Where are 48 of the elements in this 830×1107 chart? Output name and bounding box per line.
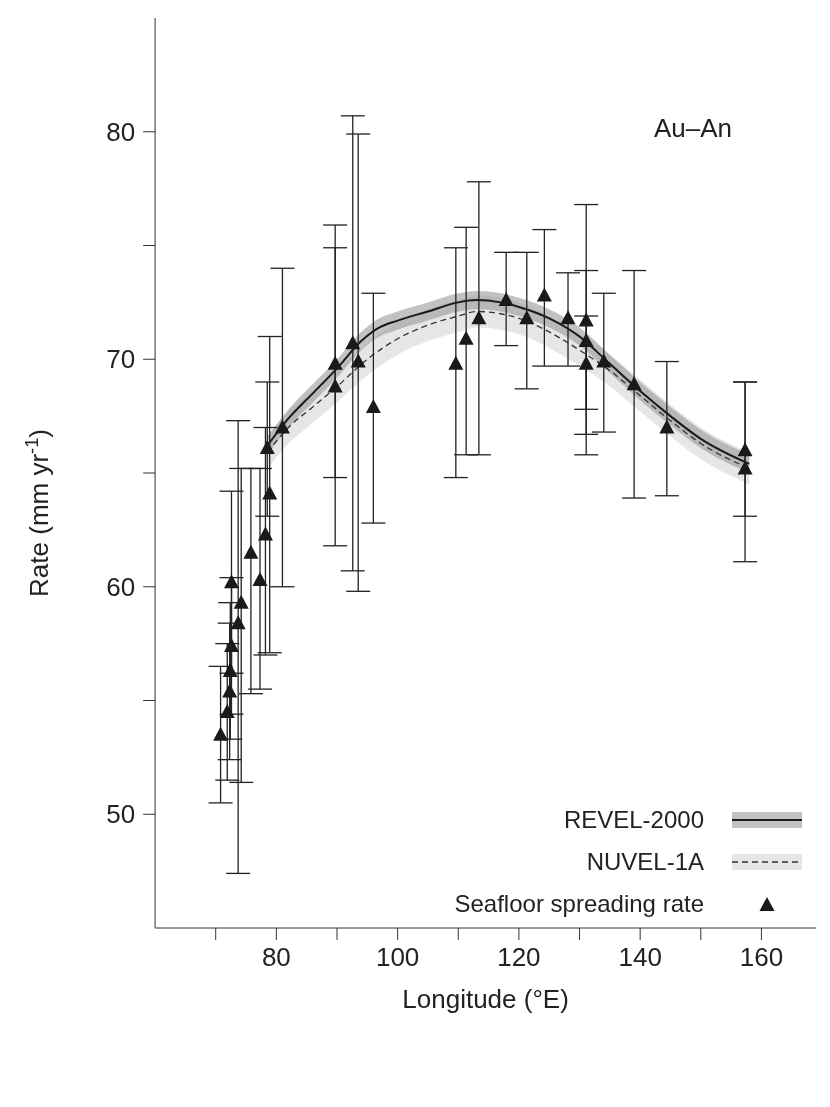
point — [471, 310, 487, 325]
point — [257, 526, 273, 541]
point — [578, 333, 594, 348]
x-axis-title: Longitude (°E) — [402, 984, 569, 1014]
x-tick-label: 80 — [261, 942, 291, 973]
point — [219, 703, 235, 718]
legend-label: Seafloor spreading rate — [454, 890, 704, 918]
point — [365, 399, 381, 414]
point — [222, 662, 238, 677]
x-tick-label: 140 — [618, 942, 662, 973]
point — [578, 312, 594, 327]
x-tick-label: 100 — [375, 942, 420, 973]
point — [350, 353, 366, 368]
y-tick-label: 50 — [106, 799, 136, 830]
point — [327, 378, 343, 393]
legend-label: REVEL-2000 — [563, 806, 704, 834]
y-tick-label: 70 — [106, 344, 136, 375]
point — [224, 637, 239, 652]
point — [345, 335, 361, 350]
point — [259, 439, 275, 454]
legend-label: NUVEL-1A — [586, 848, 704, 876]
point — [596, 353, 612, 368]
point — [243, 544, 259, 559]
point — [252, 571, 268, 586]
point — [626, 376, 642, 391]
point — [262, 485, 278, 500]
point — [659, 419, 675, 434]
point — [274, 419, 290, 434]
x-tick-label: 160 — [739, 942, 784, 973]
point — [536, 287, 552, 302]
point — [560, 310, 576, 325]
point — [224, 574, 239, 589]
point — [222, 683, 238, 698]
point — [230, 615, 246, 630]
point — [498, 292, 514, 307]
annotation: Au–An — [653, 113, 732, 144]
point — [737, 442, 753, 457]
x-tick-label: 120 — [497, 942, 541, 973]
point — [448, 355, 464, 370]
point — [213, 726, 229, 741]
point — [578, 355, 594, 370]
point — [327, 355, 343, 370]
point — [737, 460, 753, 475]
point — [458, 330, 474, 345]
y-tick-label: 60 — [106, 571, 136, 602]
point — [233, 594, 249, 609]
y-tick-label: 80 — [106, 116, 136, 147]
point — [519, 310, 535, 325]
